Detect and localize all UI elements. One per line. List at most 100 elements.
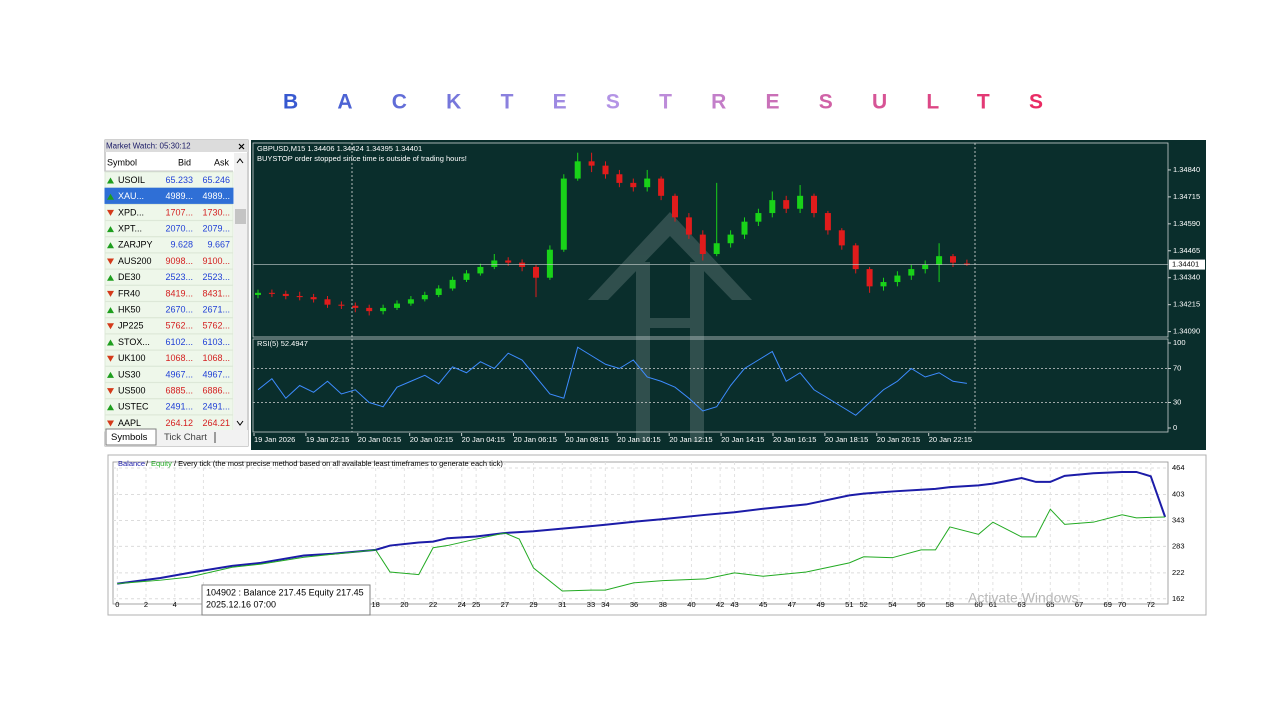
panel-title: Market Watch: 05:30:12 [106,142,191,151]
candle-body [268,292,275,294]
legend-note: / Every tick (the most precise method ba… [174,459,503,468]
x-tick-label: 60 [974,600,982,609]
arrow-up-icon [107,371,114,378]
candle-body [672,195,678,218]
x-tick-label: 38 [659,600,667,609]
rsi-title: RSI(5) 52.4947 [257,339,308,348]
bid-price: 4989... [165,191,193,201]
column-header: Ask [214,157,230,167]
y-tick-label: 30 [1173,397,1181,406]
candle-body [963,263,970,265]
x-tick-label: 20 Jan 06:15 [514,435,557,444]
symbol-name: US30 [118,369,141,379]
ask-price: 4967... [202,369,230,379]
bid-price: 2491... [165,402,193,412]
ask-price: 6103... [202,337,230,347]
plot-frame [112,461,1169,605]
ask-price: 1068... [202,353,230,363]
x-tick-label: 20 Jan 08:15 [565,435,608,444]
bid-price: 2670... [165,304,193,314]
bid-price: 6102... [165,337,193,347]
bid-price: 9.628 [170,240,193,250]
equity-chart: 1622222833434034640246182022242527293133… [107,454,1207,616]
candle-body [950,256,956,263]
bid-price: 1707... [165,207,193,217]
x-tick-label: 49 [816,600,824,609]
arrow-down-icon [107,258,114,265]
candle-body [769,200,776,214]
candle-body [463,273,470,280]
candle-body [407,299,414,304]
symbol-name: UK100 [118,353,146,363]
y-tick-label: 1.34215 [1173,300,1200,309]
candle-body [797,195,804,209]
symbol-name: XPT... [118,223,142,233]
ask-price: 2523... [202,272,230,282]
arrow-up-icon [107,177,114,184]
candle-body [602,165,609,175]
candle-body [713,243,720,255]
y-tick-label: 1.34340 [1173,273,1200,282]
candle-body [727,234,734,244]
x-tick-label: 27 [501,600,509,609]
column-header: Bid [178,157,191,167]
bid-price: 4967... [165,369,193,379]
candle-body [658,178,665,196]
candle-body [741,221,748,235]
scroll-down-icon [236,420,244,426]
x-tick-label: 0 [115,600,119,609]
scroll-thumb [235,209,246,224]
symbol-info: GBPUSD,M15 1.34406 1.34424 1.34395 1.344… [257,144,422,153]
x-tick-label: 63 [1017,600,1025,609]
column-header: Symbol [107,157,137,167]
candle-body [936,256,943,265]
x-tick-label: 52 [860,600,868,609]
tab[interactable]: Tick Chart [164,432,207,443]
logo-bar [690,262,704,442]
symbol-name: USOIL [118,175,145,185]
y-tick-label: 162 [1172,594,1185,603]
symbol-name: XPD... [118,207,144,217]
x-tick-label: 19 Jan 22:15 [306,435,349,444]
x-tick-label: 72 [1147,600,1155,609]
x-tick-label: 20 Jan 00:15 [358,435,401,444]
x-tick-label: 51 [845,600,853,609]
ask-price: 65.246 [202,175,230,185]
price-label-box [1169,259,1205,270]
candle-body [852,245,859,270]
x-tick-label: 58 [946,600,954,609]
tooltip-line: 104902 : Balance 217.45 Equity 217.45 [206,587,364,597]
ask-price: 8431... [202,288,230,298]
candle-body [755,213,762,222]
series-line [117,508,1166,592]
x-tick-label: 33 [587,600,595,609]
y-tick-label: 464 [1172,463,1185,472]
bid-price: 2523... [165,272,193,282]
legend-entry: Equity [151,459,172,468]
y-tick-label: 403 [1172,489,1185,498]
bid-price: 264.12 [165,418,193,428]
y-tick-label: 1.34590 [1173,219,1200,228]
x-tick-label: 20 [400,600,408,609]
arrow-up-icon [107,404,114,411]
tooltip-line: 2025.12.16 07:00 [206,599,276,609]
x-tick-label: 54 [888,600,896,609]
chart-background [251,140,1206,450]
x-tick-label: 2 [144,600,148,609]
candle-body [310,297,317,300]
symbol-name: DE30 [118,272,141,282]
ask-price: 4989... [202,191,230,201]
x-tick-label: 40 [687,600,695,609]
candle-body [394,303,400,308]
arrow-up-icon [107,307,114,314]
market-watch: Market Watch: 05:30:12 Symbol Bid Ask USOIL 6… [104,139,249,447]
tab[interactable]: Symbols [111,432,148,443]
candle-body [352,305,359,308]
x-tick-label: 20 Jan 10:15 [617,435,660,444]
close-icon [238,143,245,150]
candle-body [296,296,303,298]
x-tick-label: 20 Jan 14:15 [721,435,764,444]
x-tick-label: 67 [1075,600,1083,609]
ask-price: 2671... [202,304,230,314]
x-tick-label: 69 [1104,600,1112,609]
